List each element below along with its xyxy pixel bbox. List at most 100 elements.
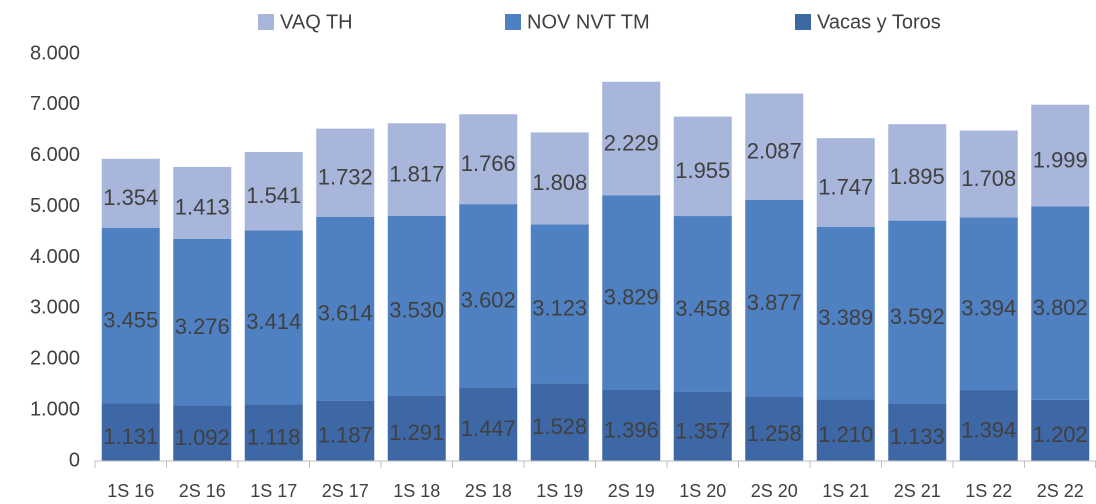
data-label: 1.258 bbox=[747, 421, 802, 446]
data-label: 3.829 bbox=[604, 284, 659, 309]
data-label: 1.732 bbox=[318, 165, 373, 190]
y-tick-label: 5.000 bbox=[30, 195, 80, 217]
bar-segment bbox=[530, 224, 589, 384]
legend-label: Vacas y Toros bbox=[817, 11, 941, 33]
x-tick-label: 1S 20 bbox=[679, 481, 726, 501]
data-label: 2.087 bbox=[747, 138, 802, 163]
y-tick-label: 8.000 bbox=[30, 42, 80, 64]
data-label: 1.394 bbox=[961, 417, 1016, 442]
data-label: 3.602 bbox=[461, 288, 516, 313]
data-label: 1.092 bbox=[175, 425, 230, 450]
bar-segment bbox=[530, 383, 589, 461]
data-label: 1.354 bbox=[103, 185, 158, 210]
bar-segment bbox=[602, 195, 661, 390]
data-label: 1.291 bbox=[389, 420, 444, 445]
bar-segment bbox=[959, 390, 1018, 461]
x-tick-label: 1S 17 bbox=[250, 481, 297, 501]
bar-segment bbox=[1031, 399, 1090, 461]
data-label: 1.131 bbox=[103, 424, 158, 449]
data-label: 1.447 bbox=[461, 416, 516, 441]
data-label: 1.413 bbox=[175, 195, 230, 220]
bar-segment bbox=[101, 227, 160, 404]
bar-segment bbox=[244, 152, 303, 231]
x-tick-label: 2S 22 bbox=[1037, 481, 1084, 501]
data-label: 1.210 bbox=[818, 422, 873, 447]
bar-segment bbox=[745, 93, 804, 200]
x-tick-label: 2S 18 bbox=[465, 481, 512, 501]
bar-segment bbox=[173, 166, 232, 239]
data-label: 1.895 bbox=[890, 164, 945, 189]
bar-segment bbox=[745, 396, 804, 461]
data-label: 1.396 bbox=[604, 417, 659, 442]
data-label: 1.766 bbox=[461, 151, 516, 176]
y-tick-label: 4.000 bbox=[30, 246, 80, 268]
x-tick-label: 1S 19 bbox=[536, 481, 583, 501]
legend-swatch bbox=[258, 14, 274, 30]
bar-segment bbox=[673, 391, 732, 461]
bar-segment bbox=[816, 138, 875, 228]
data-label: 1.999 bbox=[1033, 147, 1088, 172]
data-label: 1.955 bbox=[675, 158, 730, 183]
bar-segment bbox=[1031, 104, 1090, 207]
data-label: 3.530 bbox=[389, 297, 444, 322]
x-tick-label: 1S 21 bbox=[822, 481, 869, 501]
bar-segment bbox=[673, 116, 732, 217]
x-tick-label: 2S 21 bbox=[894, 481, 941, 501]
data-label: 3.802 bbox=[1033, 295, 1088, 320]
data-label: 3.592 bbox=[890, 304, 945, 329]
y-tick-label: 6.000 bbox=[30, 144, 80, 166]
bar-segment bbox=[602, 81, 661, 196]
bar-segment bbox=[387, 215, 446, 396]
bar-segment bbox=[673, 216, 732, 392]
bar-segment bbox=[316, 216, 375, 401]
bar-segment bbox=[244, 404, 303, 461]
bar-segment bbox=[173, 405, 232, 461]
x-tick-label: 2S 20 bbox=[751, 481, 798, 501]
legend-label: VAQ TH bbox=[280, 11, 353, 33]
bar-segment bbox=[459, 114, 518, 205]
data-label: 1.541 bbox=[246, 183, 301, 208]
data-label: 3.123 bbox=[532, 296, 587, 321]
data-label: 1.747 bbox=[818, 174, 873, 199]
y-tick-label: 2.000 bbox=[30, 348, 80, 370]
data-label: 3.414 bbox=[246, 309, 301, 334]
x-tick-label: 1S 18 bbox=[393, 481, 440, 501]
bar-segment bbox=[459, 204, 518, 388]
bar-segment bbox=[745, 199, 804, 397]
data-label: 1.202 bbox=[1033, 422, 1088, 447]
bar-segment bbox=[387, 395, 446, 461]
x-tick-label: 1S 22 bbox=[965, 481, 1012, 501]
data-label: 1.817 bbox=[389, 161, 444, 186]
data-label: 3.877 bbox=[747, 290, 802, 315]
bar-segment bbox=[173, 238, 232, 406]
x-tick-label: 2S 17 bbox=[322, 481, 369, 501]
data-label: 1.133 bbox=[890, 424, 945, 449]
bar-segment bbox=[816, 227, 875, 400]
x-tick-label: 2S 19 bbox=[608, 481, 655, 501]
bar-segment bbox=[959, 130, 1018, 218]
y-tick-label: 3.000 bbox=[30, 297, 80, 319]
data-label: 3.458 bbox=[675, 296, 730, 321]
data-label: 1.528 bbox=[532, 414, 587, 439]
bar-segment bbox=[959, 217, 1018, 391]
bar-segment bbox=[530, 132, 589, 225]
bar-segment bbox=[244, 230, 303, 405]
data-label: 3.276 bbox=[175, 314, 230, 339]
bar-segment bbox=[101, 158, 160, 228]
bar-segment bbox=[387, 123, 446, 216]
bar-segment bbox=[459, 387, 518, 461]
y-tick-label: 7.000 bbox=[30, 93, 80, 115]
legend-label: NOV NVT TM bbox=[527, 11, 650, 33]
bar-segment bbox=[316, 128, 375, 217]
data-label: 1.808 bbox=[532, 170, 587, 195]
data-label: 2.229 bbox=[604, 130, 659, 155]
legend-swatch bbox=[795, 14, 811, 30]
bar-segment bbox=[888, 124, 947, 221]
bar-segment bbox=[316, 400, 375, 461]
data-label: 1.708 bbox=[961, 166, 1016, 191]
bar-segment bbox=[888, 220, 947, 404]
y-tick-label: 0 bbox=[69, 449, 80, 471]
x-tick-label: 2S 16 bbox=[179, 481, 226, 501]
data-label: 3.389 bbox=[818, 305, 873, 330]
